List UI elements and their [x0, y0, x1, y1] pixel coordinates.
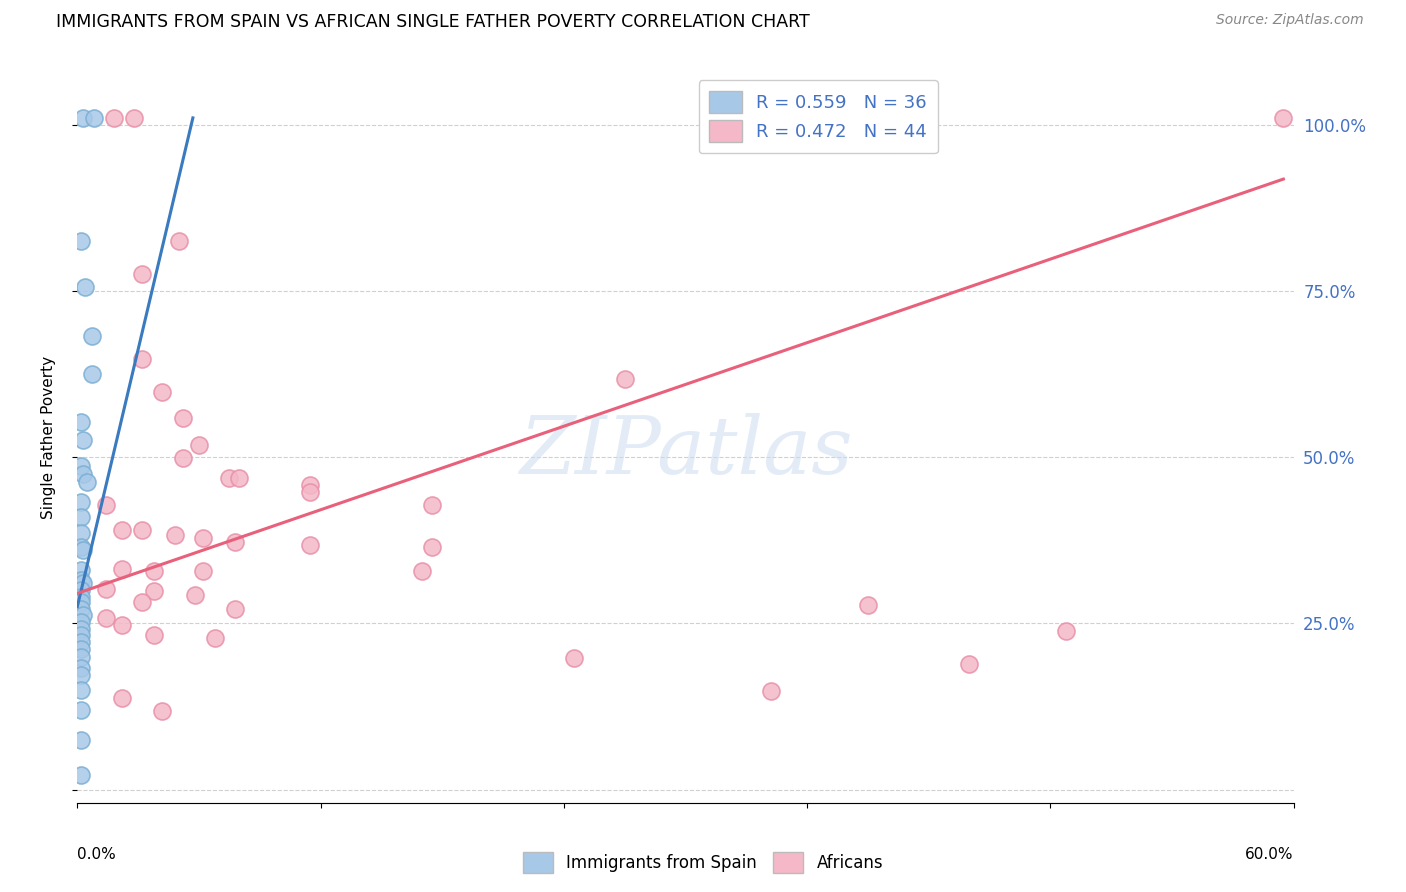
Point — [420, 540, 443, 554]
Point — [70, 615, 93, 629]
Point — [94, 498, 117, 512]
Point — [70, 682, 93, 697]
Point — [163, 528, 186, 542]
Point — [70, 540, 93, 554]
Point — [131, 523, 153, 537]
Text: 0.0%: 0.0% — [77, 847, 117, 862]
Point — [111, 617, 134, 632]
Point — [299, 538, 322, 552]
Point — [299, 484, 322, 499]
Point — [131, 595, 153, 609]
Point — [70, 590, 93, 604]
Point — [122, 111, 145, 125]
Point — [184, 588, 207, 602]
Point — [72, 467, 94, 481]
Y-axis label: Single Father Poverty: Single Father Poverty — [42, 356, 56, 518]
Point — [72, 608, 94, 623]
Point — [80, 329, 103, 343]
Point — [94, 611, 117, 625]
Point — [70, 641, 93, 656]
Point — [188, 438, 211, 452]
Point — [856, 598, 879, 612]
Point — [759, 684, 782, 698]
Point — [957, 657, 980, 672]
Point — [70, 595, 93, 609]
Point — [70, 732, 93, 747]
Point — [76, 475, 98, 490]
Point — [70, 703, 93, 717]
Point — [70, 458, 93, 473]
Point — [224, 535, 246, 549]
Text: Source: ZipAtlas.com: Source: ZipAtlas.com — [1216, 13, 1364, 28]
Text: IMMIGRANTS FROM SPAIN VS AFRICAN SINGLE FATHER POVERTY CORRELATION CHART: IMMIGRANTS FROM SPAIN VS AFRICAN SINGLE … — [56, 13, 810, 31]
Point — [218, 471, 240, 485]
Point — [70, 573, 93, 587]
Point — [613, 371, 636, 385]
Point — [70, 563, 93, 577]
Point — [204, 631, 226, 645]
Point — [228, 471, 250, 485]
Point — [191, 565, 214, 579]
Point — [83, 111, 105, 125]
Point — [103, 111, 125, 125]
Point — [143, 565, 166, 579]
Point — [191, 531, 214, 545]
Point — [224, 601, 246, 615]
Point — [167, 234, 190, 248]
Point — [111, 523, 134, 537]
Point — [111, 562, 134, 576]
Point — [70, 668, 93, 682]
Point — [1056, 624, 1078, 639]
Point — [70, 509, 93, 524]
Point — [72, 543, 94, 558]
Point — [70, 495, 93, 509]
Point — [70, 649, 93, 664]
Point — [80, 367, 103, 381]
Point — [70, 416, 93, 430]
Point — [152, 384, 174, 399]
Point — [70, 526, 93, 541]
Point — [143, 628, 166, 642]
Point — [70, 234, 93, 248]
Legend: R = 0.559   N = 36, R = 0.472   N = 44: R = 0.559 N = 36, R = 0.472 N = 44 — [699, 80, 938, 153]
Point — [72, 111, 94, 125]
Point — [411, 565, 433, 579]
Point — [172, 411, 194, 425]
Point — [143, 584, 166, 599]
Point — [1272, 111, 1295, 125]
Point — [111, 690, 134, 705]
Point — [70, 582, 93, 597]
Point — [75, 280, 97, 294]
Point — [70, 628, 93, 642]
Point — [420, 498, 443, 512]
Text: ZIPatlas: ZIPatlas — [519, 413, 852, 491]
Point — [299, 478, 322, 492]
Point — [70, 622, 93, 636]
Point — [70, 661, 93, 675]
Legend: Immigrants from Spain, Africans: Immigrants from Spain, Africans — [516, 846, 890, 880]
Point — [562, 650, 585, 665]
Point — [70, 768, 93, 782]
Point — [70, 635, 93, 649]
Point — [172, 451, 194, 466]
Point — [94, 582, 117, 596]
Text: 60.0%: 60.0% — [1246, 847, 1294, 862]
Point — [131, 267, 153, 281]
Point — [70, 601, 93, 615]
Point — [131, 351, 153, 366]
Point — [152, 704, 174, 718]
Point — [72, 576, 94, 591]
Point — [72, 434, 94, 448]
